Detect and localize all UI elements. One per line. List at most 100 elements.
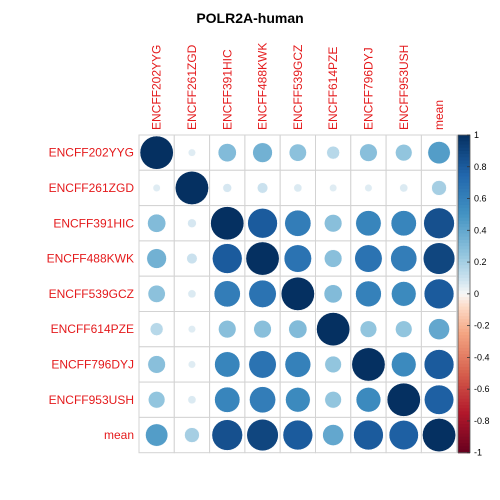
correlation-circle [423, 278, 455, 309]
colorbar-segment [458, 427, 470, 432]
colorbar-segment [458, 417, 470, 422]
colorbar-segment [458, 217, 470, 222]
correlation-circle [283, 244, 312, 273]
correlation-circle [187, 360, 196, 369]
colorbar-segment [458, 201, 470, 206]
row-label: ENCFF953USH [49, 393, 134, 407]
column-label: ENCFF488KWK [256, 43, 270, 130]
colorbar-segment [458, 360, 470, 365]
colorbar-tick-label: 0.2 [474, 257, 487, 267]
column-label: mean [432, 100, 446, 130]
correlation-circle [146, 248, 167, 269]
colorbar-segment [458, 262, 470, 266]
colorbar-segment [458, 392, 470, 397]
correlation-circle [213, 280, 241, 308]
colorbar-segment [458, 395, 470, 400]
grid-cell [279, 169, 317, 207]
correlation-circle [282, 419, 313, 451]
correlation-circle [324, 249, 343, 268]
correlation-circle [353, 419, 384, 451]
colorbar-segment [458, 420, 470, 425]
colorbar-segment [458, 322, 470, 327]
correlation-circle [210, 206, 245, 241]
colorbar-segment [458, 185, 470, 190]
column-label: ENCFF614PZE [326, 47, 340, 130]
correlation-circle [323, 284, 343, 304]
row-label: mean [104, 428, 134, 442]
correlation-circle [248, 279, 277, 308]
correlation-circle [316, 312, 351, 347]
correlation-circle [147, 213, 167, 233]
colorbar-segment [458, 176, 470, 181]
colorbar-segment [458, 370, 470, 374]
colorbar-segment [458, 141, 470, 146]
correlation-circle [351, 347, 386, 382]
colorbar-segment [458, 328, 470, 333]
colorbar-segment [458, 157, 470, 162]
correlation-circle [284, 209, 312, 237]
correlation-circle [253, 320, 272, 339]
colorbar-segment [458, 363, 470, 368]
colorbar-segment [458, 223, 470, 228]
correlation-circle [247, 208, 278, 239]
correlation-circle [390, 210, 417, 237]
correlation-circle [252, 142, 273, 163]
row-label: ENCFF202YYG [49, 146, 134, 160]
correlation-circle [280, 276, 315, 311]
correlation-circle [326, 145, 340, 160]
colorbar-segment [458, 293, 470, 298]
colorbar-segment [458, 366, 470, 371]
correlation-circle [355, 280, 382, 307]
correlation-circle [139, 135, 174, 170]
colorbar-segment [458, 173, 470, 177]
column-label: ENCFF261ZGD [185, 44, 199, 130]
colorbar-segment [458, 290, 470, 295]
colorbar-segment [458, 300, 470, 304]
correlation-circle [386, 382, 421, 417]
correlation-circle [222, 183, 232, 193]
colorbar-segment [458, 227, 470, 231]
colorbar-segment [458, 195, 470, 200]
colorbar-segment [458, 271, 470, 276]
colorbar-tick-label: -0.8 [474, 416, 490, 426]
colorbar-segment [458, 239, 470, 244]
column-labels: ENCFF202YYG ENCFF261ZGD ENCFF391HIC ENCFF48… [150, 43, 446, 130]
correlation-circle [187, 148, 196, 157]
colorbar-tick-label: 0.8 [474, 162, 487, 172]
colorbar-segment [458, 351, 470, 355]
correlation-circle [324, 355, 342, 374]
correlation-circle [284, 351, 311, 378]
colorbar-segment [458, 281, 470, 285]
colorbar-segment [458, 449, 470, 454]
colorbar-segment [458, 144, 470, 149]
correlation-circle [329, 183, 338, 192]
correlation-circle [212, 243, 243, 274]
correlation-circle [175, 171, 209, 205]
correlation-circle [249, 386, 276, 414]
colorbar-segment [458, 208, 470, 212]
colorbar-segment [458, 414, 470, 419]
colorbar-segment [458, 430, 470, 435]
chart-title: POLR2A-human [196, 10, 303, 26]
colorbar-segment [458, 297, 470, 301]
correlation-circle [391, 351, 417, 378]
row-label: ENCFF391HIC [53, 216, 134, 230]
colorbar-segment [458, 357, 470, 362]
colorbar-segment [458, 408, 470, 412]
colorbar-segment [458, 401, 470, 406]
correlation-circle [427, 141, 451, 165]
column-label: ENCFF796DYJ [361, 47, 375, 130]
colorbar-segment [458, 154, 470, 158]
colorbar-segment [458, 379, 470, 384]
correlation-circle [214, 351, 241, 378]
row-label: ENCFF488KWK [47, 252, 134, 266]
colorbar-segment [458, 236, 470, 241]
colorbar-segment [458, 325, 470, 330]
correlation-circle [218, 320, 237, 339]
correlation-circle [149, 322, 164, 336]
correlation-circle [388, 420, 419, 451]
colorbar-tick-label: 1 [474, 130, 479, 140]
correlation-circle [248, 350, 277, 379]
correlation-circle [364, 183, 373, 192]
